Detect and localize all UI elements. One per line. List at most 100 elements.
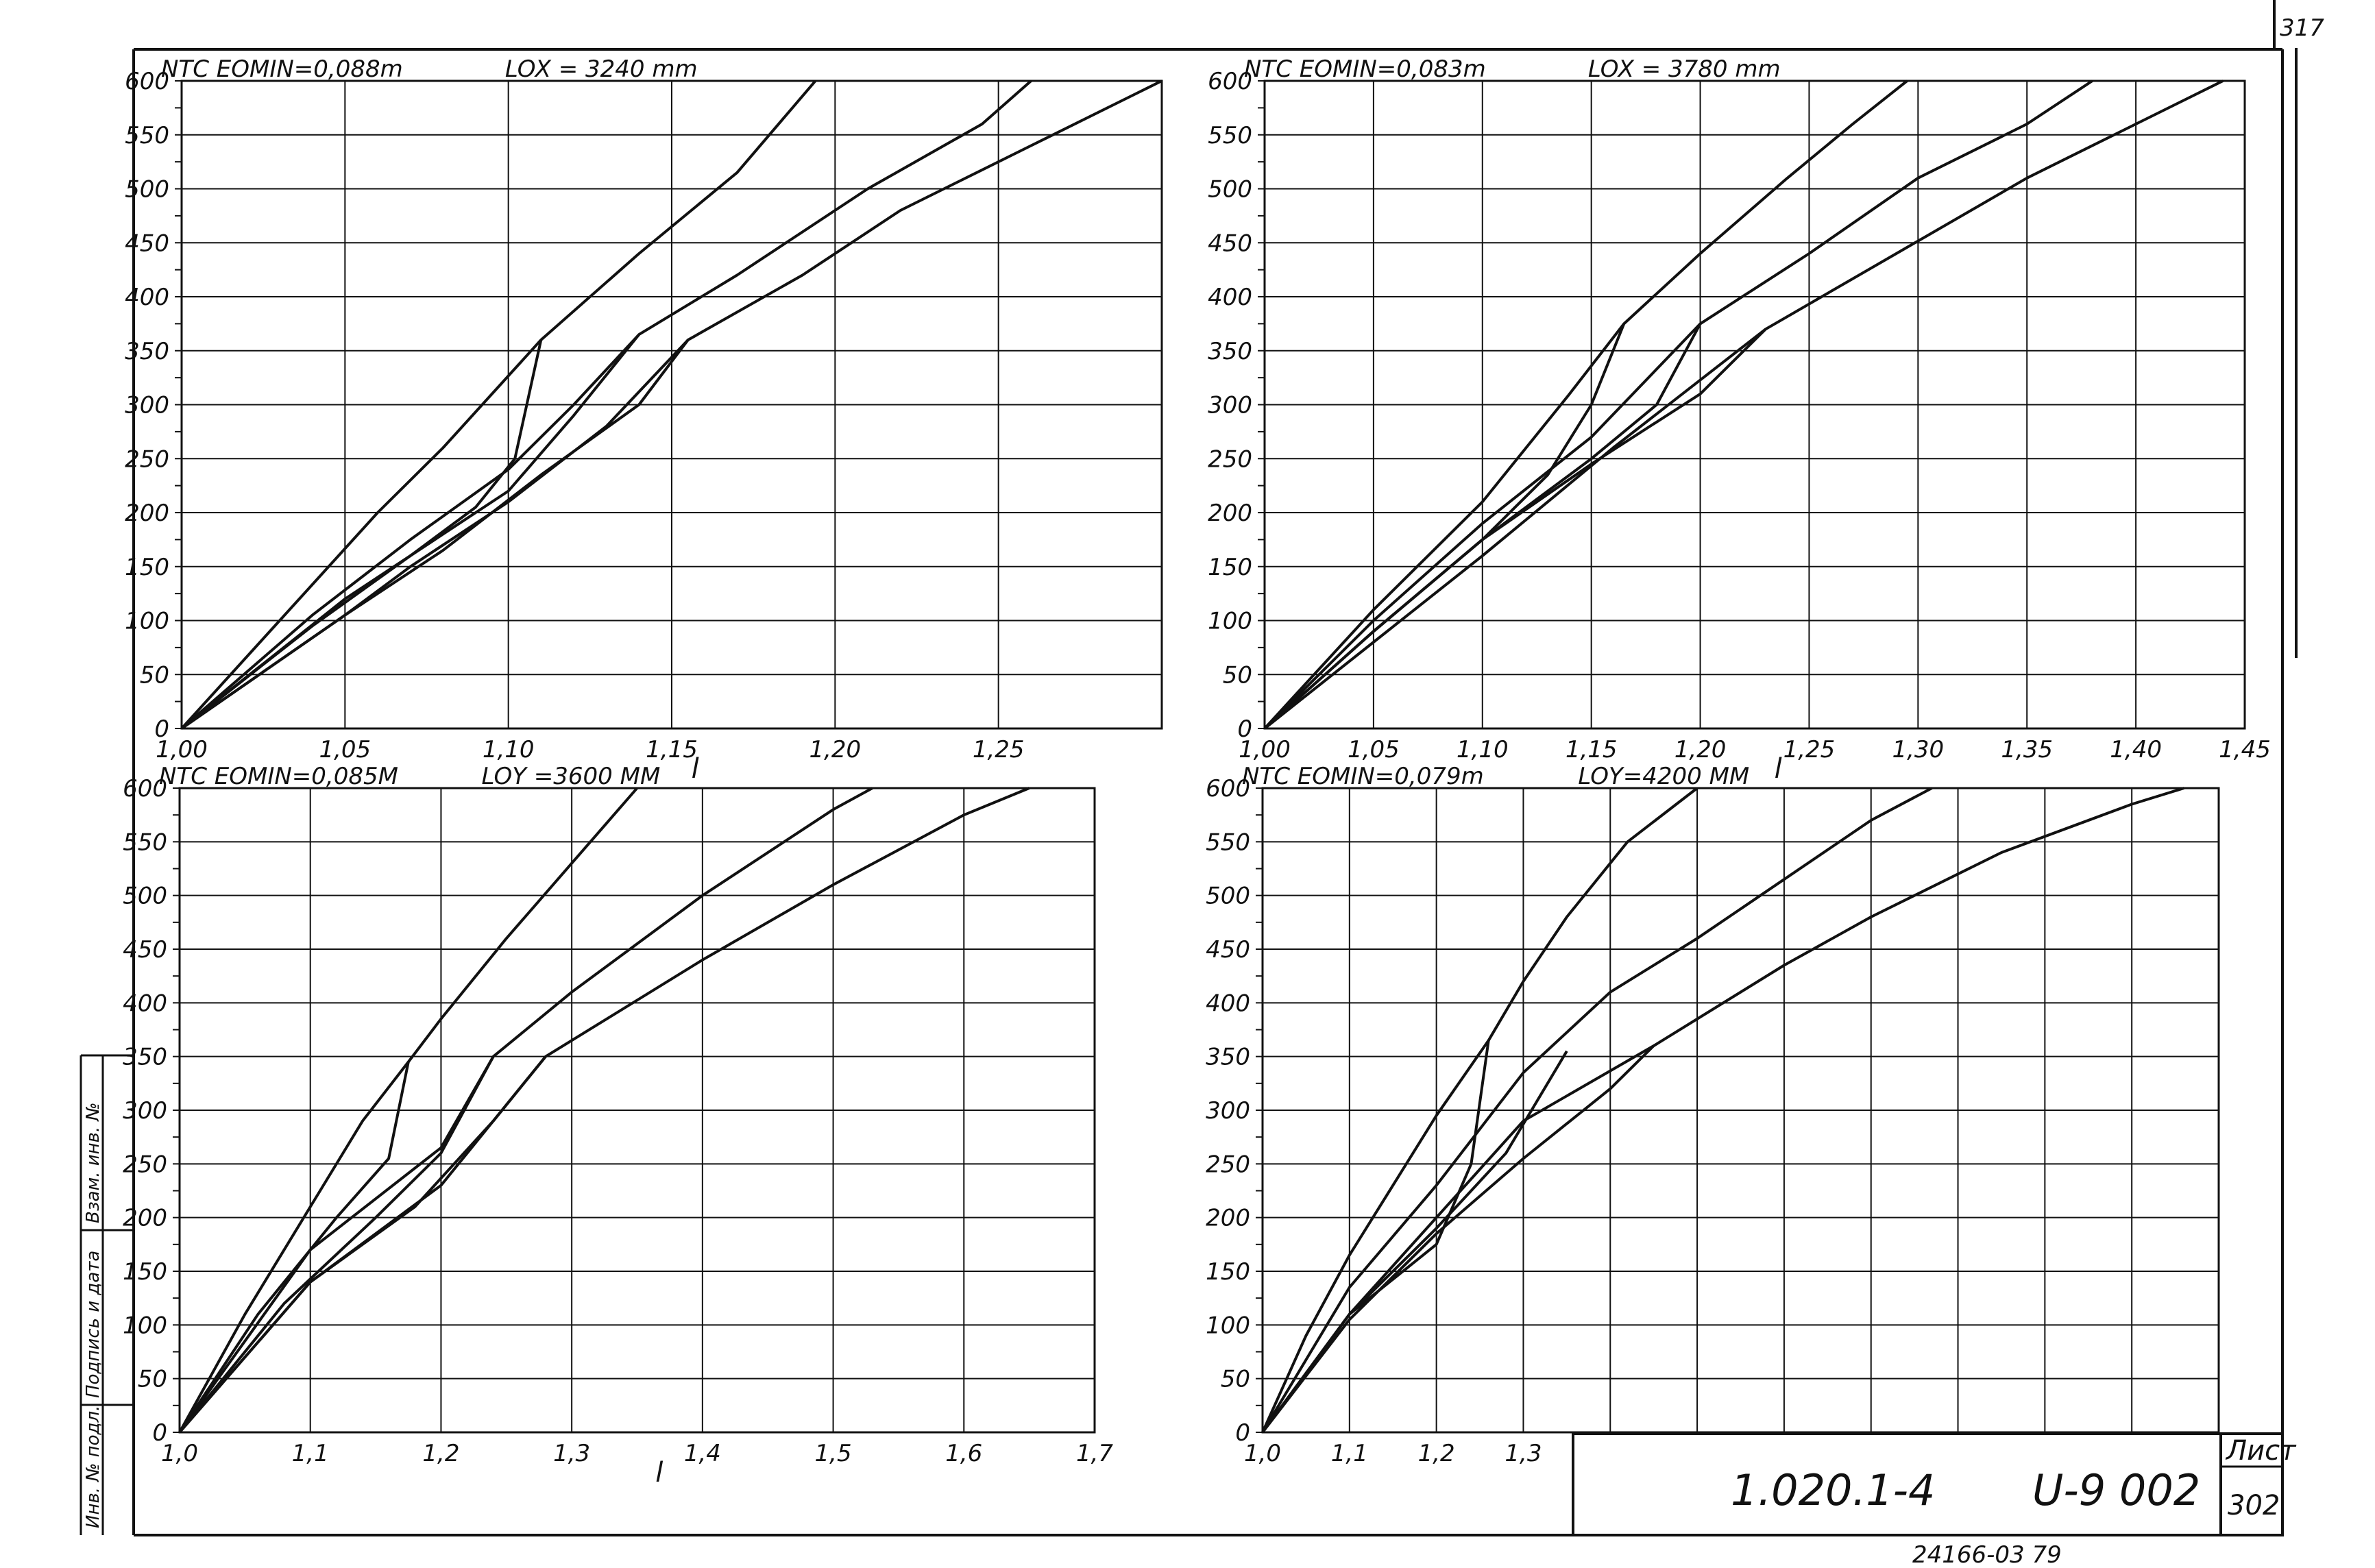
x-tick-label: 1,3 [1505,1440,1542,1467]
y-tick-label: 0 [154,715,169,743]
x-tick-label: 1,1 [1331,1440,1368,1467]
y-tick-label: 450 [125,230,169,257]
side-strip-label-1: Инв. № подл. [83,1406,103,1528]
x-tick-label: 1,20 [809,736,861,763]
title-block-sheet-number: 302 [2228,1490,2280,1521]
y-tick-label: 350 [1206,1044,1250,1071]
y-tick-label: 300 [125,392,169,419]
x-tick-label: 1,3 [553,1440,590,1467]
chart-grid [1258,79,2246,730]
series-line-6 [180,339,690,730]
title-block-code: 1.020.1-4 [1731,1465,1935,1515]
footer-code: 24166-03 79 [1912,1541,2062,1568]
y-tick-label: 400 [1208,284,1252,311]
title-block-doc: U-9 002 [2032,1465,2200,1515]
y-tick-label: 50 [1221,1366,1250,1393]
chart-header-left: NTC EOMIN=0,083m [1244,56,1486,83]
y-tick-label: 50 [1223,661,1252,689]
y-tick-label: 500 [125,176,169,204]
x-tick-label: 1,05 [1348,736,1400,763]
x-tick-label: 1,0 [1244,1440,1281,1467]
x-axis-label: l [692,753,699,785]
x-tick-label: 1,15 [1566,736,1618,763]
x-tick-label: 1,0 [161,1440,198,1467]
side-strip-label-3: Взам. инв. № [83,1102,103,1223]
x-tick-label: 1,00 [1239,736,1291,763]
series-line-6 [1261,1044,1655,1434]
y-tick-label: 600 [123,775,167,803]
x-tick-label: 1,7 [1076,1440,1113,1467]
plot-border [180,79,1163,730]
series-line-2 [178,787,873,1434]
y-tick-label: 500 [123,883,167,910]
y-tick-label: 450 [123,936,167,964]
x-tick-label: 1,4 [684,1440,721,1467]
y-tick-label: 100 [1208,608,1252,635]
chart-header-right: LOX = 3240 mm [505,56,698,83]
y-tick-label: 150 [125,554,169,581]
x-tick-label: 1,10 [483,736,535,763]
y-tick-label: 350 [1208,338,1252,365]
series-line-2 [180,79,1032,730]
y-tick-label: 550 [1206,829,1250,856]
chart-grid [1256,787,2220,1434]
series-line-1 [1261,787,1698,1433]
chart-header-left: NTC EOMIN=0,079m [1242,763,1484,790]
y-tick-label: 450 [1206,936,1250,964]
y-tick-label: 150 [1208,554,1252,581]
y-tick-label: 500 [1206,883,1250,910]
y-tick-label: 500 [1208,176,1252,204]
x-tick-label: 1,35 [2001,736,2053,763]
y-tick-label: 0 [152,1419,167,1447]
y-tick-label: 550 [125,122,169,149]
y-tick-label: 400 [123,990,167,1017]
y-tick-label: 450 [1208,230,1252,257]
series-line-2 [1261,787,1933,1434]
x-tick-label: 1,15 [646,736,698,763]
page-corner-number: 317 [2280,14,2324,42]
y-tick-label: 50 [138,1366,167,1393]
y-tick-label: 250 [1208,445,1252,473]
chart-top-left: 0 50 100 150 200 250 300 350 400 450 500 550 600 1,00… [125,56,1163,785]
y-tick-label: 300 [123,1097,167,1125]
title-block: 1.020.1-4 U-9 002 Лист 302 [1572,1432,2297,1536]
y-tick-label: 200 [125,500,169,527]
x-tick-label: 1,45 [2219,736,2271,763]
series-line-5 [178,1055,495,1434]
series-line-6 [1263,328,1767,730]
y-tick-label: 400 [125,284,169,311]
y-tick-label: 200 [1206,1205,1250,1232]
y-tick-label: 0 [1235,1419,1250,1447]
y-tick-label: 350 [125,338,169,365]
y-tick-label: 150 [123,1258,167,1286]
x-tick-label: 1,10 [1457,736,1509,763]
y-tick-label: 100 [123,1312,167,1339]
series-line-3 [1261,787,2184,1434]
chart-grid [175,79,1163,730]
x-tick-label: 1,05 [319,736,371,763]
x-tick-label: 1,1 [292,1440,329,1467]
y-tick-label: 300 [1206,1097,1250,1125]
y-tick-label: 600 [1208,68,1252,95]
x-tick-label: 1,25 [1783,736,1836,763]
y-tick-label: 100 [1206,1312,1250,1339]
y-tick-label: 150 [1206,1258,1250,1286]
y-tick-label: 250 [1206,1151,1250,1178]
y-tick-label: 350 [123,1044,167,1071]
y-tick-label: 200 [123,1205,167,1232]
x-tick-label: 1,30 [1892,736,1944,763]
chart-header-left: NTC EOMIN=0,088m [161,56,403,83]
y-tick-label: 50 [140,661,169,689]
x-tick-label: 1,5 [815,1440,852,1467]
chart-header-right: LOY=4200 MM [1578,763,1749,790]
series-line-5 [1261,1050,1568,1434]
chart-bottom-right: 0 50 100 150 200 250 300 350 400 450 500 550 600 1,0 1… [1206,763,2237,1489]
series-line-6 [178,1055,547,1434]
x-tick-label: 1,40 [2110,736,2162,763]
y-tick-label: 600 [1206,775,1250,803]
y-tick-label: 250 [125,445,169,473]
y-tick-label: 0 [1237,715,1252,743]
x-tick-label: 1,2 [1418,1440,1455,1467]
series-line-4 [178,1062,410,1434]
